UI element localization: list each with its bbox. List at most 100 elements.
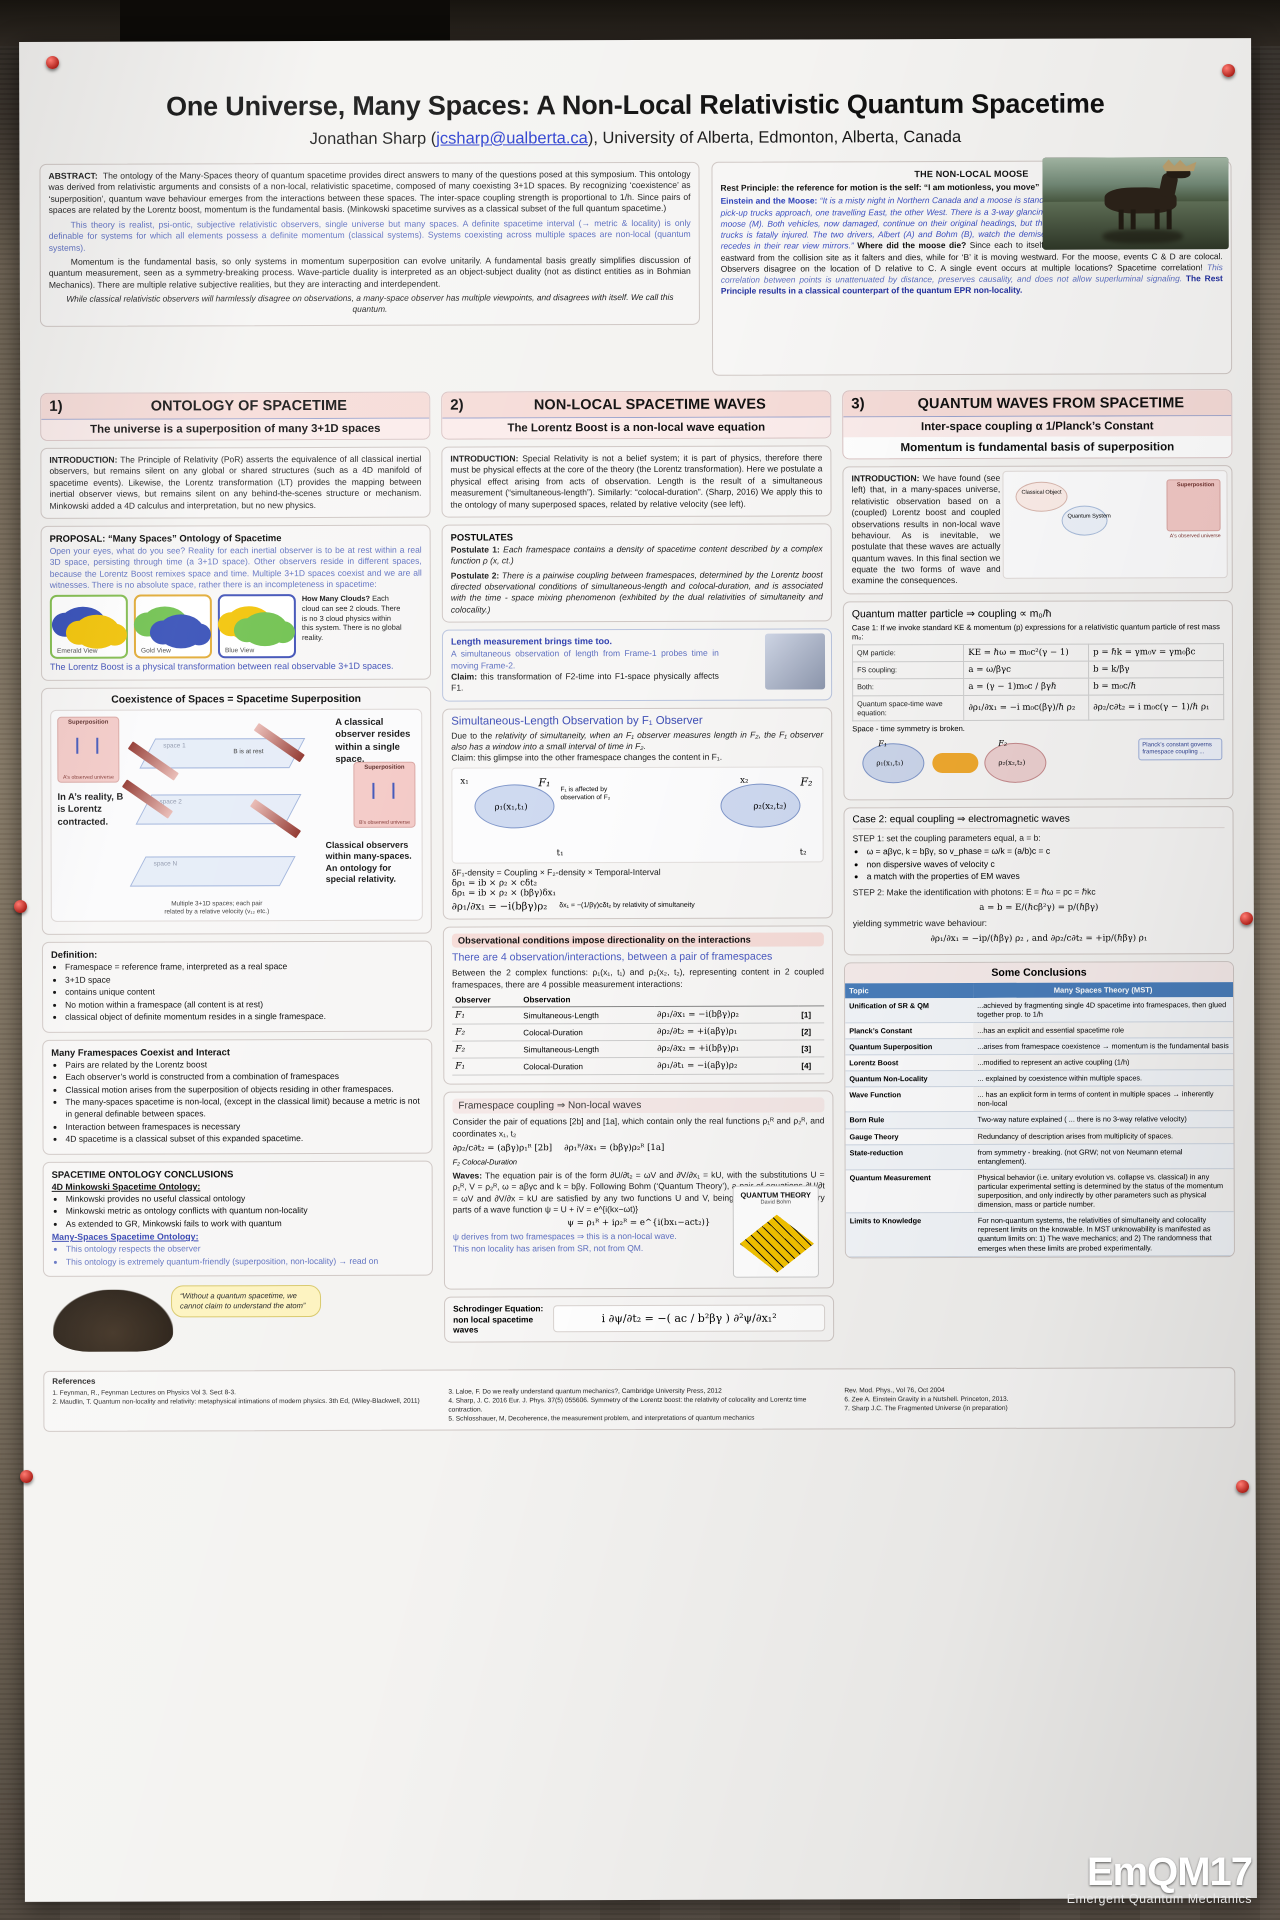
fig-text-c: Classical observers within many-spaces. … [325,839,412,885]
many-framespaces-title: Many Framespaces Coexist and Interact [51,1046,230,1058]
cell-value: ... has an explicit form in terms of con… [973,1085,1234,1112]
qt-subtitle: David Bohm [760,1199,791,1206]
col1-moose-quote-figure: “Without a quantum spacetime, we cannot … [43,1283,433,1364]
reference-item: 7. Sharp J.C. The Fragmented Universe (i… [844,1404,1008,1413]
column-1-header: 1) ONTOLOGY OF SPACETIME The universe is… [40,391,431,441]
table-row: F₁ Colocal-Duration ∂ρ₁/∂t₁ = −i(aβγ)ρ₂ … [452,1057,825,1076]
cloud-blue-view: Blue View [217,594,297,659]
table-row: F₁ Simultaneous-Length ∂ρ₁/∂x₁ = −i(bβγ)… [452,1006,825,1025]
references-heading: References [52,1377,96,1387]
step-2-note: yielding symmetric wave behaviour: [852,918,988,929]
cell-topic: Planck’s Constant [845,1022,974,1039]
list-item: contains unique content [65,986,423,999]
table-row: State-reduction from symmetry - breaking.… [845,1143,1234,1170]
table-header-row: Observer Observation [452,992,825,1008]
fc-body: Consider the pair of equations [2b] and … [452,1115,825,1139]
list-item: No motion within a framespace (all conte… [65,998,423,1011]
list-item: Minkowski metric as ontology conflicts w… [66,1205,424,1218]
logo-sub: Emergent Quantum Mechanics [1066,1892,1252,1906]
postulate-2-label: Postulate 2: [450,570,500,581]
schrodinger-equation: i ∂ψ/∂t₂ = −( ac / b²βγ ) ∂²ψ/∂x₁² [553,1304,826,1333]
list-item: classical object of definite momentum re… [65,1011,423,1024]
fig-left-label: Superposition [68,719,109,726]
qm-banner: Quantum matter particle ⇒ coupling ∝ m₀/… [851,608,1052,621]
col1-conclusions: SPACETIME ONTOLOGY CONCLUSIONS 4D Minkow… [42,1160,433,1278]
delta-eq-3: ∂ρ₁/∂x₁ = −i(bβγ)ρ₂ [451,901,548,913]
pin-mid-left [14,900,27,913]
cell-observer: F₁ [452,1058,521,1076]
cell-observation: Colocal-Duration [520,1057,655,1076]
author-email-link[interactable]: jcsharp@ualberta.ca [436,129,588,148]
col1-proposal: PROPOSAL: “Many Spaces” Ontology of Spac… [40,524,432,681]
table-row: FS coupling: a = ω/βγc b = k/βγ [852,660,1224,679]
cloud-caption-gold: Gold View [140,647,171,655]
axis-t2: t₂ [799,847,807,858]
fig-card-b: Superposition B's observed universe [353,761,416,828]
cell-observation: Simultaneous-Length [520,1006,655,1025]
many-framespaces-list: Pairs are related by the Lorentz boost E… [51,1058,423,1145]
cell-eq-a: ∂ρ₁/∂x₁ = −i m₀c(βγ)/ℏ ρ₂ [963,694,1089,721]
col1-lorentz-note: The Lorentz Boost is a physical transfor… [50,661,394,673]
step-2-equation-2: ∂ρ₁/∂x₁ = −ip/(ℏβγ) ρ₂ , and ∂ρ₂/c∂t₂ = … [930,932,1148,944]
qt-title: QUANTUM THEORY [740,1190,811,1200]
col1-proposal-label: PROPOSAL: “Many Spaces” Ontology of Spac… [49,531,282,544]
table-row: Lorentz Boost ...modified to represent an… [845,1053,1234,1071]
col-topic: Topic [845,982,974,998]
logo-main: EmQM17 [1086,1850,1253,1894]
author-line: Jonathan Sharp (jcsharp@ualberta.ca), Un… [39,127,1231,150]
diagram-classical-object-label: Classical Object [1021,489,1062,496]
list-item: Classical motion arises from the superpo… [65,1084,423,1097]
abstract-p1: The ontology of the Many-Spaces theory o… [48,168,691,216]
page-title: One Universe, Many Spaces: A Non-Local R… [165,88,1105,122]
delta-side-note: δx₁ = −(1/βγ)cδt₂ by relativity of simul… [559,902,695,910]
column-2-subtitle: The Lorentz Boost is a non-local wave eq… [442,417,831,439]
length-title: Length measurement brings time too. [450,636,613,647]
list-item: This ontology is extremely quantum-frien… [66,1255,424,1268]
delta-eq-2: δρ₁ = ib × ρ₂ × (bβγ)δx₁ [451,888,556,899]
column-1-title: ONTOLOGY OF SPACETIME [150,397,348,415]
fig-right-label: Superposition [364,764,405,771]
coexistence-title: Coexistence of Spaces = Spacetime Superp… [111,693,362,706]
postulate-1-body: Each framespace contains a density of sp… [450,543,823,566]
cell-eq-b: p = ℏk = γm₀v = γm₀βc [1088,643,1224,661]
column-3-subtitle-2: Momentum is fundamental basis of superpo… [843,436,1232,459]
cell-eq-b: b = m₀c/ℏ [1088,677,1224,695]
col1-introduction: INTRODUCTION: The Principle of Relativit… [40,446,431,519]
col2-framespace-coupling: Framespace coupling ⇒ Non-local waves Co… [443,1090,835,1290]
list-item: As extended to GR, Minkowski fails to wo… [66,1217,424,1230]
cell-topic: Born Rule [845,1111,974,1129]
reference-item: 5. Schlosshauer, M, Decoherence, the mea… [448,1414,755,1423]
reference-item: 4. Sharp, J. C. 2016 Eur. J. Phys. 37(5)… [448,1396,807,1414]
qm-case-1: Case 1: If we invoke standard KE & momen… [851,621,1220,642]
length-body: A simultaneous observation of length fro… [450,647,719,671]
list-item: Framespace = reference frame, interprete… [65,961,423,974]
list-item: Pairs are related by the Lorentz boost [65,1058,423,1071]
fig-card-a: Superposition A's observed universe [57,716,120,783]
col3-intro-body: We have found (see left) that, in a many… [851,472,1001,586]
clouds-figure: Emerald View Gold View Blue View How Man… [49,594,422,660]
cell-topic: Wave Function [845,1086,974,1113]
column-1-subtitle: The universe is a superposition of many … [41,418,430,440]
how-many-clouds-note: How Many Clouds? Each cloud can see 2 cl… [302,594,402,642]
cell-topic: Quantum Non-Locality [845,1070,974,1088]
conference-logo: EmQM17 Emergent Quantum Mechanics [1066,1850,1253,1906]
obs-sub: Between the 2 complex functions: ρ₁(x₁, … [451,966,825,990]
superposition-diagram: Superposition A's observed universe Supe… [50,708,423,922]
list-item: The many-spaces spacetime is non-local, … [65,1096,423,1120]
quantum-theory-book-cover: QUANTUM THEORY David Bohm [732,1185,819,1278]
postulate-2-body: There is a pairwise coupling between fra… [450,569,823,615]
fc-caption: F₂ Colocal-Duration [452,1157,518,1167]
table-row: Quantum Superposition ...arises from fram… [845,1037,1234,1055]
fig-text-b: In A’s reality, B is Lorentz contracted. [57,790,124,827]
col2-introduction: INTRODUCTION: Special Relativity is not … [441,445,832,518]
wall-doorway [120,0,450,46]
col1-proposal-body: Open your eyes, what do you see? Reality… [49,544,422,590]
cell-topic: State-reduction [845,1144,974,1170]
rho2-eq: ρ₂(x₂,t₂) [753,801,787,812]
references-column-2: 3. Laloe, F. Do we really understand qua… [448,1388,830,1425]
fig-multi-caption: Multiple 3+1D spaces; each pair related … [164,900,270,916]
cell-observer: F₁ [452,1007,521,1025]
col3-case-2: Case 2: equal coupling ⇒ electromagnetic… [843,805,1234,955]
cell-eq-a: KE = ℏω = m₀c²(γ − 1) [963,643,1089,662]
col3-quantum-matter-particle: Quantum matter particle ⇒ coupling ∝ m₀/… [842,599,1234,801]
